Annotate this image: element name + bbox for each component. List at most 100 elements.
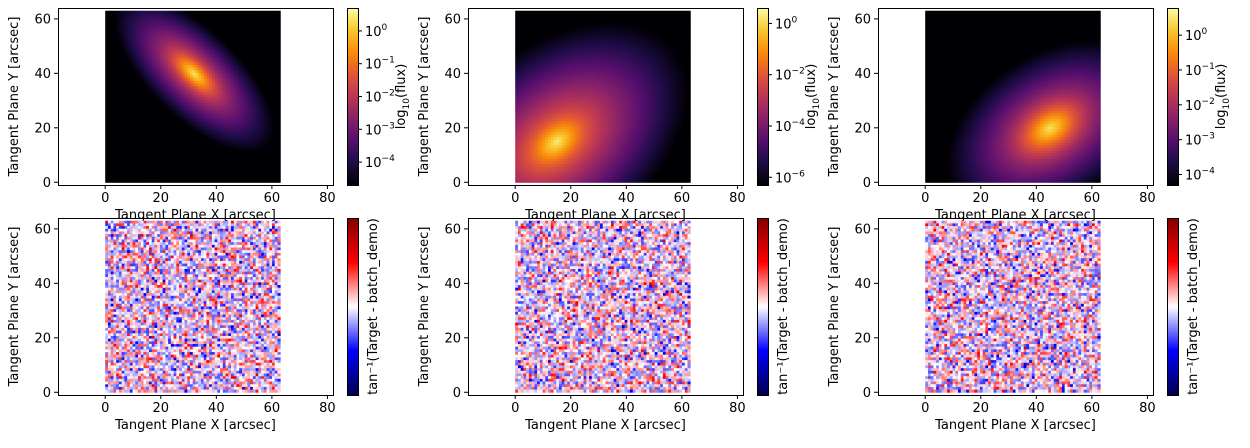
x-tick-label: 80: [729, 191, 746, 206]
heatmap-image: [515, 10, 691, 183]
x-tick-label: 60: [674, 191, 691, 206]
x-tick-label: 60: [264, 401, 281, 416]
x-axis-label: Tangent Plane X [arcsec]: [524, 418, 686, 433]
heatmap-image: [925, 220, 1101, 393]
colorbar-tick-label: 10−1: [365, 56, 395, 73]
x-tick-label: 60: [1084, 401, 1101, 416]
y-tick-label: 20: [34, 121, 51, 136]
y-axis-label: Tangent Plane Y [arcsec]: [7, 227, 22, 388]
x-tick-label: 80: [319, 401, 336, 416]
colorbar-tick-label: 10−2: [365, 89, 395, 106]
x-tick-label: 0: [921, 191, 929, 206]
y-tick-label: 40: [34, 277, 51, 292]
y-tick-label: 40: [34, 67, 51, 82]
colorbar-tick-label: 100: [775, 15, 798, 32]
heatmap-image: [105, 220, 281, 393]
heatmap-image: [515, 220, 691, 393]
colorbar-tick-label: 10−4: [775, 118, 805, 135]
y-axis-label: Tangent Plane Y [arcsec]: [827, 17, 842, 178]
y-tick-label: 60: [34, 222, 51, 237]
colorbar-label: log10(flux): [1214, 64, 1232, 130]
colorbar: tan⁻¹(Target - batch_demo): [757, 218, 791, 396]
x-tick-label: 0: [101, 191, 109, 206]
x-tick-label: 0: [101, 401, 109, 416]
panel-5: 0 20 40 60 80 0 20 40 60 Tangent Plane X [arcsec]…: [417, 218, 791, 433]
colorbar-tick-label: 10−3: [365, 121, 395, 138]
colorbar-tick-label: 10−4: [1185, 167, 1215, 184]
x-tick-label: 0: [511, 401, 519, 416]
panel-1: 0 20 40 60 80 0 20 40 60 Tangent Plane X [arcsec]…: [7, 8, 412, 223]
x-tick-label: 60: [674, 401, 691, 416]
heatmap-image: [925, 10, 1101, 183]
x-tick-label: 20: [973, 401, 990, 416]
x-tick-label: 0: [921, 401, 929, 416]
axes-frame: [878, 8, 1154, 186]
x-tick-label: 80: [1139, 401, 1156, 416]
y-tick-label: 60: [444, 222, 461, 237]
panel-3: 0 20 40 60 80 0 20 40 60 Tangent Plane X [arcsec]…: [827, 8, 1232, 223]
axes-frame: [878, 218, 1154, 396]
y-tick-label: 0: [453, 386, 461, 401]
y-axis-label: Tangent Plane Y [arcsec]: [827, 227, 842, 388]
axes-frame: [58, 8, 334, 186]
x-tick-label: 20: [973, 191, 990, 206]
y-tick-label: 40: [854, 67, 871, 82]
colorbar-label: log10(flux): [394, 64, 412, 130]
x-tick-label: 60: [1084, 191, 1101, 206]
x-tick-label: 40: [618, 401, 635, 416]
colorbar-tick-label: 10−4: [365, 154, 395, 171]
x-tick-label: 80: [319, 191, 336, 206]
axes-frame: [468, 218, 744, 396]
colorbar: 10−4 10−3 10−2 10−1 100 log10(flux): [1167, 8, 1232, 186]
panel-4: 0 20 40 60 80 0 20 40 60 Tangent Plane X [arcsec]…: [7, 218, 381, 433]
heatmap-image: [105, 10, 281, 183]
colorbar-tick-label: 10−3: [1185, 132, 1215, 149]
y-tick-label: 0: [43, 176, 51, 191]
y-tick-label: 20: [854, 331, 871, 346]
colorbar: tan⁻¹(Target - batch_demo): [347, 218, 381, 396]
x-axis-label: Tangent Plane X [arcsec]: [934, 418, 1096, 433]
y-axis-label: Tangent Plane Y [arcsec]: [417, 17, 432, 178]
x-tick-label: 40: [1028, 191, 1045, 206]
colorbar-tick-label: 10−6: [775, 169, 805, 186]
x-tick-label: 60: [264, 191, 281, 206]
x-tick-label: 80: [729, 401, 746, 416]
y-axis-label: Tangent Plane Y [arcsec]: [7, 17, 22, 178]
axes-frame: [468, 8, 744, 186]
y-tick-label: 60: [444, 12, 461, 27]
colorbar: tan⁻¹(Target - batch_demo): [1167, 218, 1201, 396]
colorbar-tick-label: 10−2: [775, 67, 805, 84]
panel-6: 0 20 40 60 80 0 20 40 60 Tangent Plane X [arcsec]…: [827, 218, 1201, 433]
x-tick-label: 20: [153, 191, 170, 206]
axes-frame: [58, 218, 334, 396]
y-tick-label: 0: [863, 176, 871, 191]
colorbar: 10−6 10−4 10−2 100 log10(flux): [757, 8, 822, 186]
y-tick-label: 60: [854, 12, 871, 27]
colorbar-tick-label: 100: [1185, 27, 1208, 44]
x-tick-label: 20: [563, 191, 580, 206]
colorbar: 10−4 10−3 10−2 10−1 100 log10(flux): [347, 8, 412, 186]
colorbar-tick-label: 100: [365, 23, 388, 40]
y-tick-label: 20: [444, 331, 461, 346]
y-tick-label: 0: [863, 386, 871, 401]
y-tick-label: 60: [34, 12, 51, 27]
colorbar-tick-label: 10−2: [1185, 97, 1215, 114]
colorbar-label: tan⁻¹(Target - batch_demo): [366, 218, 381, 395]
y-tick-label: 20: [34, 331, 51, 346]
y-tick-label: 20: [854, 121, 871, 136]
x-axis-label: Tangent Plane X [arcsec]: [114, 208, 276, 223]
x-tick-label: 40: [208, 401, 225, 416]
x-axis-label: Tangent Plane X [arcsec]: [934, 208, 1096, 223]
x-tick-label: 40: [618, 191, 635, 206]
x-tick-label: 40: [208, 191, 225, 206]
colorbar-tick-label: 10−1: [1185, 62, 1215, 79]
y-tick-label: 40: [444, 67, 461, 82]
y-axis-label: Tangent Plane Y [arcsec]: [417, 227, 432, 388]
y-tick-label: 20: [444, 121, 461, 136]
colorbar-label: tan⁻¹(Target - batch_demo): [1186, 218, 1201, 395]
panel-2: 0 20 40 60 80 0 20 40 60 Tangent Plane X [arcsec]…: [417, 8, 822, 223]
x-axis-label: Tangent Plane X [arcsec]: [524, 208, 686, 223]
x-axis-label: Tangent Plane X [arcsec]: [114, 418, 276, 433]
x-tick-label: 80: [1139, 191, 1156, 206]
y-tick-label: 0: [43, 386, 51, 401]
